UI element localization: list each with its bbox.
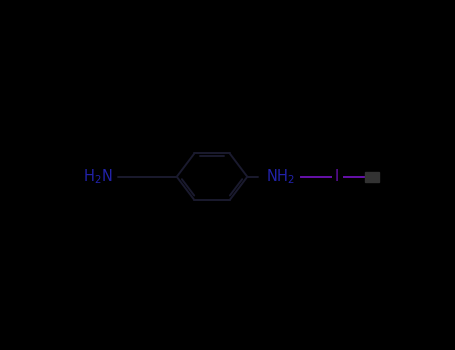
Text: H$_2$N: H$_2$N bbox=[83, 167, 112, 186]
Text: NH$_2$: NH$_2$ bbox=[266, 167, 295, 186]
Bar bbox=[365, 172, 379, 182]
Text: I: I bbox=[335, 169, 339, 184]
